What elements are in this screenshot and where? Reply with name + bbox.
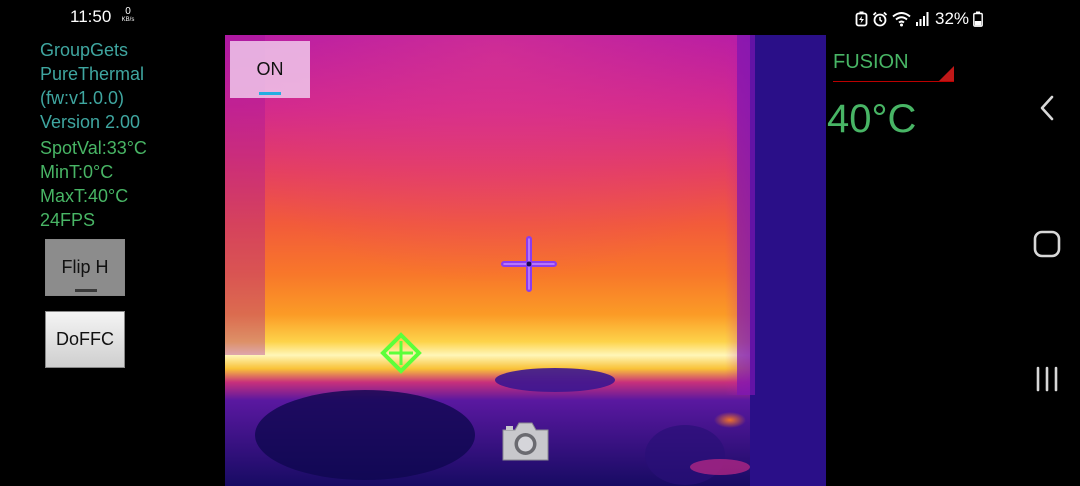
- alarm-icon: [872, 11, 888, 27]
- status-icons: 32%: [855, 9, 983, 29]
- flip-h-indicator: [75, 289, 97, 292]
- battery-saver-icon: [855, 11, 868, 27]
- thermal-view[interactable]: [225, 35, 826, 486]
- network-speed-unit: KB/s: [121, 17, 135, 23]
- device-info: GroupGets PureThermal (fw:v1.0.0) Versio…: [40, 38, 144, 134]
- fps-label: 24FPS: [40, 210, 96, 230]
- clock: 11:50: [70, 7, 112, 26]
- doffc-button[interactable]: DoFFC: [45, 311, 125, 368]
- network-speed-value: 0: [125, 6, 131, 17]
- device-name-line2: PureThermal: [40, 64, 145, 84]
- home-icon[interactable]: [1033, 230, 1061, 258]
- overlay-toggle-label: ON: [256, 59, 284, 79]
- mode-spinner-underline: [833, 81, 954, 82]
- max-temp: MaxT:40°C: [40, 186, 129, 206]
- doffc-label: DoFFC: [56, 329, 114, 349]
- battery-icon: [973, 11, 983, 27]
- firmware-label: (fw:v1.0.0): [40, 88, 125, 108]
- spot-value: SpotVal:33°C: [40, 138, 147, 158]
- thermal-image: [225, 35, 826, 486]
- min-temp: MinT:0°C: [40, 162, 114, 182]
- overlay-toggle-indicator: [259, 92, 281, 95]
- camera-icon[interactable]: [500, 421, 551, 462]
- recent-apps-icon[interactable]: [1034, 366, 1060, 392]
- wifi-icon: [892, 12, 911, 27]
- thermal-stats: SpotVal:33°C MinT:0°C MaxT:40°C 24FPS: [40, 136, 147, 232]
- mode-spinner[interactable]: FUSION: [833, 51, 909, 74]
- mode-spinner-value: FUSION: [833, 51, 909, 73]
- flip-h-label: Flip H: [61, 257, 109, 277]
- overlay-toggle-button[interactable]: ON: [230, 41, 310, 98]
- signal-icon: [916, 12, 929, 26]
- max-temperature-readout: 40°C: [827, 97, 917, 141]
- version-label: Version 2.00: [40, 112, 141, 132]
- back-icon[interactable]: [1037, 95, 1057, 121]
- max-temp-marker-icon: [380, 332, 422, 374]
- spot-crosshair-icon: [501, 236, 557, 292]
- flip-h-button[interactable]: Flip H: [45, 239, 125, 296]
- dropdown-arrow-icon[interactable]: [938, 66, 954, 82]
- battery-percent: 32%: [935, 9, 970, 28]
- device-name-line1: GroupGets: [40, 40, 129, 60]
- status-bar: 11:50 0 KB/s 32%: [0, 0, 1080, 34]
- network-speed: 0 KB/s: [120, 6, 136, 24]
